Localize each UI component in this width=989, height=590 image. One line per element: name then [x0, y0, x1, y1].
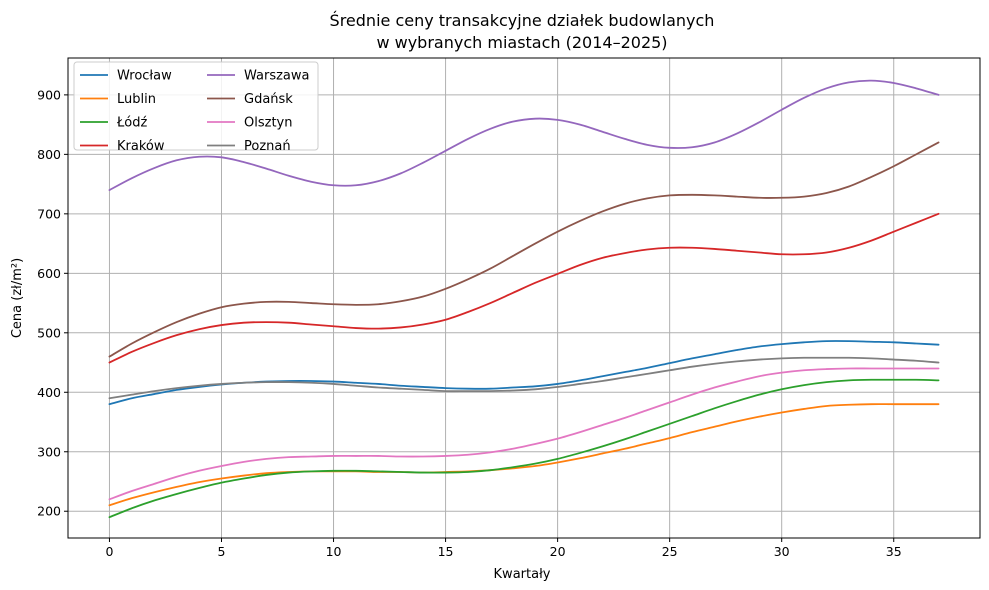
- x-tick-label: 25: [662, 544, 678, 559]
- y-tick-label: 200: [37, 504, 61, 519]
- x-tick-label: 10: [326, 544, 342, 559]
- series-line-2: [108, 378, 940, 519]
- y-tick-label: 600: [37, 266, 61, 281]
- legend-label: Gdańsk: [244, 92, 293, 107]
- x-axis-ticks: 0 5 10 15 20 25 30 35: [105, 538, 902, 559]
- y-axis-ticks: 200 300 400 500 600 700 800 900: [37, 87, 68, 519]
- plot-frame: [67, 57, 981, 539]
- x-axis-label: Kwartały: [494, 567, 551, 582]
- y-tick-label: 900: [37, 87, 61, 102]
- x-tick-label: 20: [550, 544, 566, 559]
- legend-label: Poznań: [244, 139, 291, 154]
- legend-label: Olsztyn: [244, 116, 292, 131]
- series-line-6: [108, 367, 940, 501]
- y-tick-label: 800: [37, 147, 61, 162]
- series-line-0: [108, 340, 940, 406]
- x-tick-label: 30: [774, 544, 790, 559]
- x-tick-label: 35: [886, 544, 902, 559]
- series-line-7: [108, 356, 940, 400]
- grid-lines: [68, 58, 980, 538]
- legend-label: Łódź: [116, 116, 148, 131]
- legend-box: [73, 61, 319, 151]
- chart-title-line-2: w wybranych miastach (2014–2025): [376, 33, 667, 52]
- x-tick-label: 15: [438, 544, 454, 559]
- series-line-3: [108, 212, 940, 364]
- legend-label: Wrocław: [117, 69, 172, 84]
- legend-label: Lublin: [117, 92, 156, 107]
- x-tick-label: 5: [218, 544, 226, 559]
- legend-label: Kraków: [117, 139, 165, 154]
- y-tick-label: 300: [37, 444, 61, 459]
- y-tick-label: 400: [37, 385, 61, 400]
- series-line-4: [108, 79, 940, 191]
- legend-label: Warszawa: [244, 69, 310, 84]
- x-tick-label: 0: [105, 544, 113, 559]
- series-line-5: [108, 141, 940, 358]
- y-axis-label: Cena (zł/m²): [10, 258, 25, 338]
- chart-title-line-1: Średnie ceny transakcyjne działek budowl…: [330, 11, 715, 30]
- series-line-1: [108, 403, 940, 507]
- y-tick-label: 500: [37, 325, 61, 340]
- series-lines: [108, 79, 940, 519]
- legend: Wrocław Lublin Łódź Kraków Warszawa Gdańsk Ols…: [73, 61, 319, 154]
- y-tick-label: 700: [37, 206, 61, 221]
